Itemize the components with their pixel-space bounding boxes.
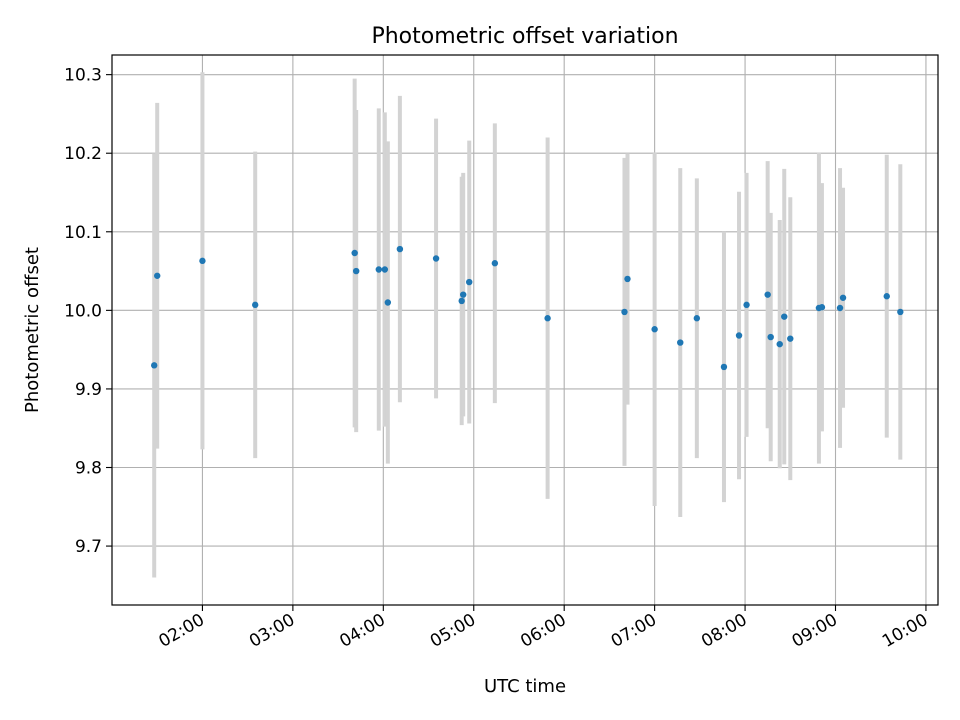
data-point: [776, 340, 783, 348]
data-point: [251, 301, 259, 309]
y-tick-label: 10.0: [64, 301, 102, 321]
data-markers: [151, 245, 904, 371]
data-point: [767, 333, 774, 341]
data-point: [743, 301, 750, 309]
data-point: [381, 266, 389, 273]
data-point: [352, 267, 360, 275]
x-axis-label: UTC time: [484, 676, 566, 697]
y-axis-label: Photometric offset: [22, 247, 43, 413]
data-point: [651, 326, 658, 333]
y-tick-label: 10.2: [64, 144, 102, 164]
plot-frame: [111, 54, 939, 606]
data-point: [396, 245, 404, 253]
data-point: [491, 260, 499, 267]
data-point: [624, 275, 631, 283]
data-point: [351, 249, 358, 257]
data-point: [720, 363, 728, 371]
data-point: [466, 278, 473, 286]
data-point: [384, 299, 392, 306]
data-point: [897, 308, 904, 316]
y-tick-label: 9.8: [75, 459, 102, 479]
y-tick-label: 10.3: [64, 66, 102, 86]
data-point: [458, 297, 465, 305]
data-point: [764, 291, 771, 298]
y-axis-ticks: 9.7 9.8 9.9 10.0 10.1 10.2 10.3: [64, 66, 112, 557]
data-point: [693, 315, 701, 322]
data-point: [199, 257, 206, 265]
y-tick-label: 9.9: [75, 380, 102, 400]
data-point: [818, 304, 826, 311]
data-point: [677, 339, 684, 346]
data-point: [621, 308, 628, 316]
y-tick-label: 9.7: [75, 537, 102, 557]
data-point: [151, 362, 158, 369]
data-point: [735, 332, 743, 339]
data-point: [375, 266, 382, 273]
chart-title: Photometric offset variation: [371, 24, 678, 49]
data-point: [839, 294, 847, 301]
data-point: [460, 291, 467, 298]
data-point: [883, 293, 890, 300]
data-point: [781, 313, 788, 320]
data-point: [836, 304, 844, 312]
data-point: [787, 335, 794, 342]
data-point: [432, 255, 440, 262]
y-tick-label: 10.1: [64, 223, 102, 243]
data-point: [544, 315, 551, 322]
data-point: [154, 272, 161, 279]
